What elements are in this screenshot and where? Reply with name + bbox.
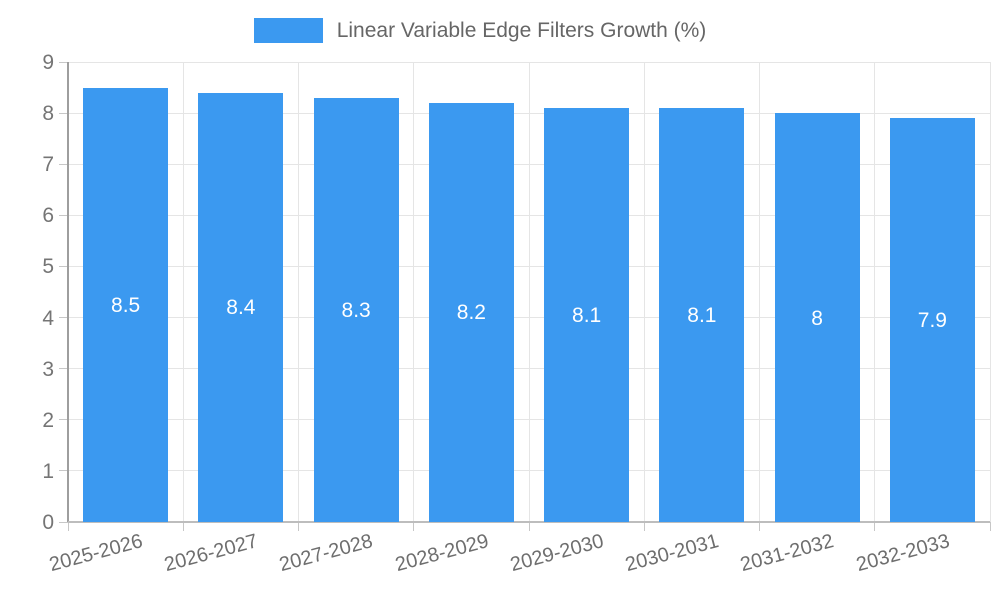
- bar[interactable]: [659, 108, 745, 522]
- y-tick-label: 1: [42, 459, 54, 483]
- x-tick-label: 2030-2031: [623, 530, 722, 577]
- y-tick-label: 0: [42, 511, 54, 534]
- bar[interactable]: [428, 102, 514, 522]
- x-axis-tick: [874, 522, 876, 531]
- y-axis-tick: [59, 163, 68, 165]
- x-tick-label: 2029-2030: [507, 530, 607, 577]
- x-gridline: [528, 62, 530, 522]
- bar-value-label: 8.2: [456, 301, 486, 325]
- legend-swatch: [253, 18, 323, 43]
- x-gridline: [759, 62, 760, 522]
- x-axis-tick: [67, 522, 69, 531]
- y-tick-label: 8: [42, 102, 54, 126]
- x-tick-label: 2031-2032: [738, 530, 837, 577]
- x-tick-label: 2032-2033: [853, 530, 952, 577]
- y-axis-tick: [59, 368, 68, 370]
- bar[interactable]: [774, 113, 860, 522]
- y-axis-tick: [59, 521, 68, 523]
- y-tick-label: 5: [42, 255, 54, 279]
- y-tick-label: 6: [42, 204, 54, 228]
- x-tick-label: 2027-2028: [277, 530, 376, 577]
- x-tick-label: 2026-2027: [162, 530, 261, 577]
- bar[interactable]: [198, 92, 284, 522]
- x-tick-label: 2025-2026: [46, 530, 146, 577]
- y-tick-label: 4: [42, 306, 54, 330]
- y-tick-label: 3: [42, 357, 54, 381]
- x-axis-tick: [643, 522, 645, 531]
- x-gridline: [182, 62, 184, 522]
- bar[interactable]: [313, 97, 399, 522]
- bar-value-label: 8.5: [111, 293, 141, 317]
- bar-value-label: 7.9: [917, 309, 947, 333]
- x-axis-tick: [298, 522, 299, 531]
- bar-value-label: 8.4: [226, 296, 256, 320]
- x-gridline: [874, 62, 876, 522]
- bar-value-label: 8: [811, 306, 823, 330]
- x-gridline: [298, 62, 299, 522]
- y-axis-tick: [59, 419, 68, 421]
- y-tick-label: 9: [42, 51, 54, 74]
- bar[interactable]: [544, 108, 630, 522]
- x-axis-tick: [759, 522, 760, 531]
- bar[interactable]: [889, 118, 975, 522]
- y-axis-tick: [59, 470, 68, 472]
- legend-label: Linear Variable Edge Filters Growth (%): [336, 18, 707, 42]
- chart-legend[interactable]: Linear Variable Edge Filters Growth (%): [0, 18, 960, 43]
- y-axis-line: [67, 62, 69, 522]
- x-gridline: [643, 62, 645, 522]
- x-axis-line: [68, 521, 990, 523]
- x-axis-tick: [528, 522, 530, 531]
- y-axis-tick: [59, 61, 68, 63]
- bar-value-label: 8.3: [341, 298, 371, 322]
- x-axis-tick: [413, 522, 415, 531]
- bar-value-label: 8.1: [687, 304, 717, 327]
- x-gridline: [989, 62, 991, 522]
- x-tick-label: 2028-2029: [392, 530, 491, 577]
- y-axis-tick: [59, 112, 68, 114]
- x-gridline: [413, 62, 415, 522]
- y-axis-tick: [59, 214, 68, 216]
- bar[interactable]: [83, 87, 169, 522]
- y-tick-label: 7: [42, 153, 54, 177]
- y-axis-tick: [59, 317, 68, 319]
- y-tick-label: 2: [42, 408, 54, 432]
- x-axis-tick: [989, 522, 991, 531]
- bar-value-label: 8.1: [572, 304, 602, 327]
- x-axis-tick: [182, 522, 184, 531]
- y-axis-tick: [59, 265, 68, 267]
